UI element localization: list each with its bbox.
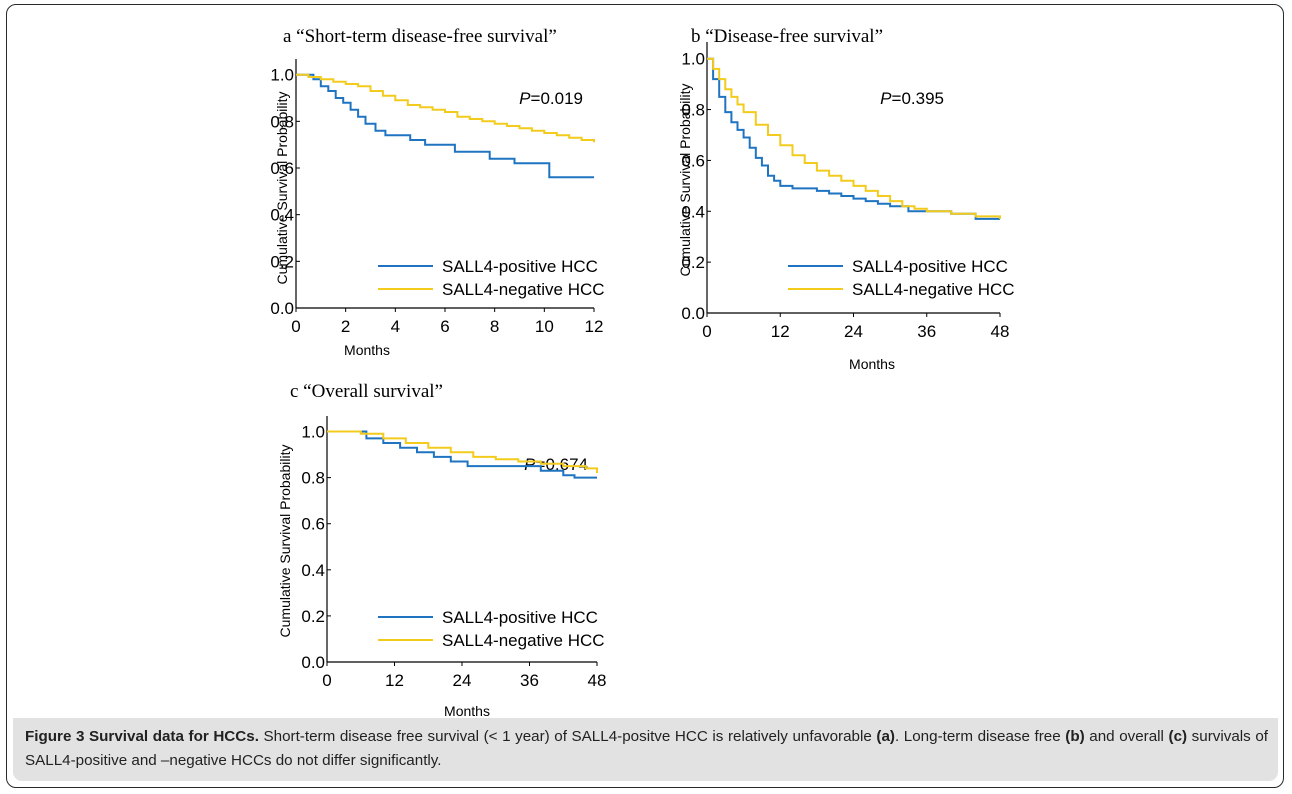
chart-c-legend-label: SALL4-negative HCC (442, 631, 605, 650)
chart-a-x-tick-label: 0 (291, 317, 300, 336)
chart-b-x-tick-label: 48 (991, 322, 1010, 341)
chart-b-legend-label: SALL4-negative HCC (852, 280, 1015, 299)
chart-b-y-tick-label: 0.4 (681, 202, 705, 221)
chart-a-y-tick-label: 1.0 (270, 66, 294, 85)
chart-a-x-tick-label: 4 (391, 317, 400, 336)
chart-c-y-tick-label: 1.0 (301, 423, 325, 442)
chart-b-y-label: Cumulative Survival Probability (677, 84, 693, 277)
chart-b-series-positive (707, 57, 1000, 220)
chart-b-legend-label: SALL4-positive HCC (852, 257, 1008, 276)
chart-c-y-tick-label: 0.6 (301, 515, 325, 534)
chart-c-title: c “Overall survival” (290, 381, 443, 402)
figure-caption: Figure 3 Survival data for HCCs. Short-t… (13, 718, 1278, 781)
caption-ref-c: (c) (1168, 728, 1188, 745)
chart-b-x-tick-label: 12 (771, 322, 790, 341)
chart-a-x-tick-label: 8 (490, 317, 499, 336)
chart-a-x-tick-label: 12 (585, 317, 604, 336)
chart-a-legend-label: SALL4-positive HCC (442, 257, 598, 276)
chart-a-title: a “Short-term disease-free survival” (283, 26, 557, 47)
chart-c-y-tick-label: 0.4 (301, 561, 325, 580)
chart-c-y-tick-label: 0.0 (301, 653, 325, 672)
chart-a-y-label: Cumulative Survival Probability (274, 92, 290, 285)
chart-c-series-negative (327, 430, 598, 473)
chart-c-x-label: Months (444, 703, 490, 719)
chart-c-y-tick-label: 0.8 (301, 469, 325, 488)
chart-b-y-tick-label: 0.2 (681, 253, 705, 272)
chart-c-x-tick-label: 12 (385, 671, 404, 690)
chart-b-y-tick-label: 0.0 (681, 304, 705, 323)
caption-text-4: survivals of SALL4-positive and –negativ… (25, 728, 1269, 769)
chart-a-x-tick-label: 6 (440, 317, 449, 336)
chart-c-x-tick-label: 24 (453, 671, 472, 690)
chart-a-x-tick-label: 2 (341, 317, 350, 336)
chart-a-y-tick-label: 0.4 (270, 206, 294, 225)
chart-b-x-label: Months (849, 356, 895, 372)
chart-a-x-tick-label: 10 (535, 317, 554, 336)
chart-b-p-value: P=0.395 (880, 89, 944, 108)
chart-a-y-tick-label: 0.2 (270, 252, 294, 271)
caption-text-3: and overall (1084, 728, 1169, 745)
figure-frame (6, 4, 1284, 788)
chart-b-y-tick-label: 1.0 (681, 50, 705, 69)
chart-b-series-negative (707, 57, 1001, 219)
chart-c-x-tick-label: 36 (520, 671, 539, 690)
chart-c-y-label: Cumulative Survival Probability (277, 445, 293, 638)
chart-a-y-tick-label: 0.6 (270, 159, 294, 178)
chart-c-x-tick-label: 48 (588, 671, 607, 690)
caption-text-1: Short-term disease free survival (< 1 ye… (258, 728, 877, 745)
caption-ref-b: (b) (1065, 728, 1085, 745)
chart-b-x-tick-label: 0 (702, 322, 711, 341)
chart-a-series-positive (296, 73, 594, 179)
chart-c-y-tick-label: 0.2 (301, 607, 325, 626)
chart-a-x-label: Months (344, 342, 390, 358)
caption-text-2: . Long-term disease free (894, 728, 1066, 745)
caption-ref-a: (a) (876, 728, 895, 745)
chart-a-y-tick-label: 0.8 (270, 112, 294, 131)
chart-b-x-tick-label: 24 (844, 322, 863, 341)
chart-b-title: b “Disease-free survival” (691, 26, 883, 47)
chart-a-legend-label: SALL4-negative HCC (442, 280, 605, 299)
caption-label: Figure 3 Survival data for HCCs. (25, 728, 259, 745)
chart-a-y-tick-label: 0.0 (270, 299, 294, 318)
chart-c-x-tick-label: 0 (322, 671, 331, 690)
chart-a-series-negative (296, 73, 595, 143)
chart-c-legend-label: SALL4-positive HCC (442, 608, 598, 627)
chart-a-p-value: P=0.019 (519, 89, 583, 108)
chart-b-y-tick-label: 0.6 (681, 151, 705, 170)
chart-b-x-tick-label: 36 (917, 322, 936, 341)
chart-b-y-tick-label: 0.8 (681, 101, 705, 120)
